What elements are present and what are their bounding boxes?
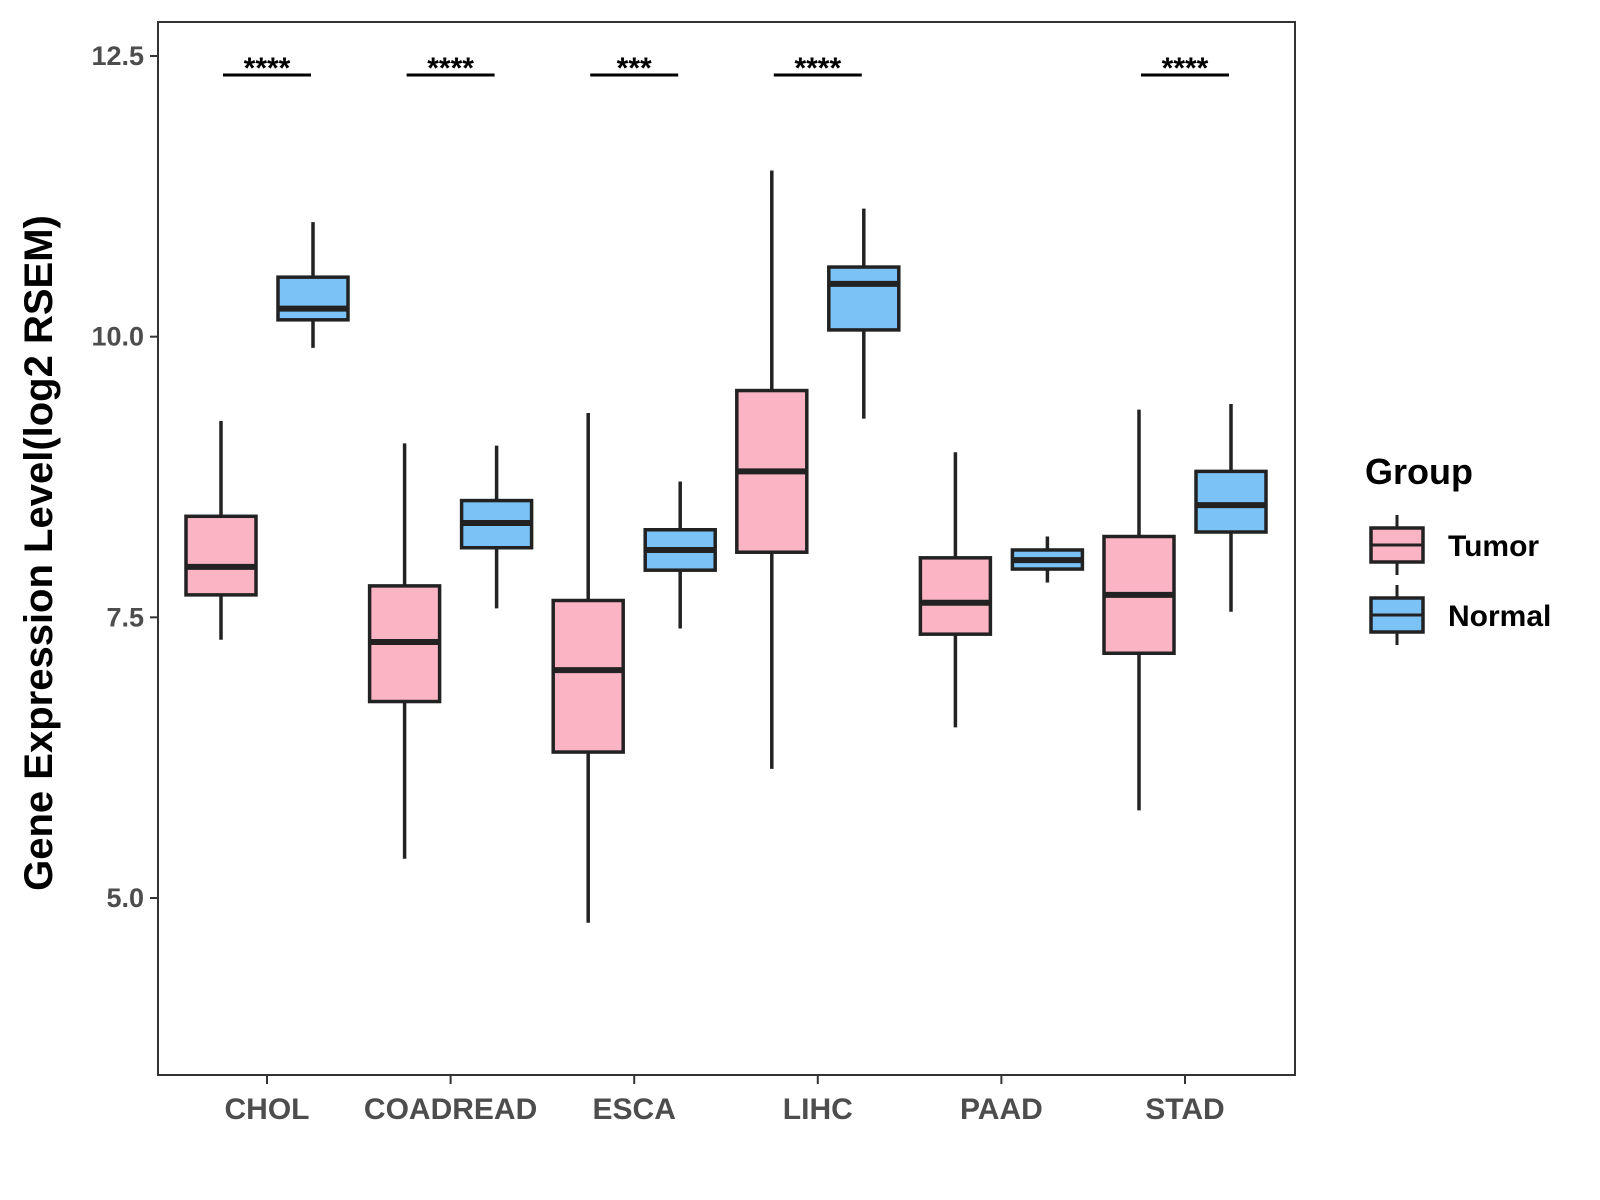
x-tick-label: STAD (1145, 1093, 1224, 1126)
x-tick-label: PAAD (960, 1093, 1043, 1126)
box-tumor-chol (184, 514, 258, 597)
legend-label-normal: Normal (1448, 600, 1551, 633)
x-tick-label: ESCA (593, 1093, 676, 1126)
significance-label: **** (244, 52, 291, 85)
legend-title: Group (1365, 451, 1473, 492)
legend-label-tumor: Tumor (1448, 530, 1539, 563)
y-tick-label: 7.5 (106, 602, 144, 632)
box-normal-stad (1194, 469, 1268, 534)
box-tumor-paad (918, 556, 993, 636)
y-tick-label: 12.5 (91, 41, 144, 71)
significance-label: *** (617, 52, 652, 85)
significance-label: **** (427, 52, 474, 85)
x-tick-label: CHOL (225, 1093, 310, 1126)
x-tick-label: LIHC (783, 1093, 853, 1126)
box-normal-chol (276, 275, 350, 322)
y-tick-label: 5.0 (106, 883, 144, 913)
x-tick-label: COADREAD (364, 1093, 537, 1126)
significance-label: **** (1162, 52, 1209, 85)
box-tumor-esca (551, 598, 625, 754)
significance-label: **** (794, 52, 841, 85)
box-normal-lihc (827, 265, 901, 332)
y-axis-title: Gene Expression Level(log2 RSEM) (17, 215, 61, 891)
y-tick-label: 10.0 (91, 322, 144, 352)
